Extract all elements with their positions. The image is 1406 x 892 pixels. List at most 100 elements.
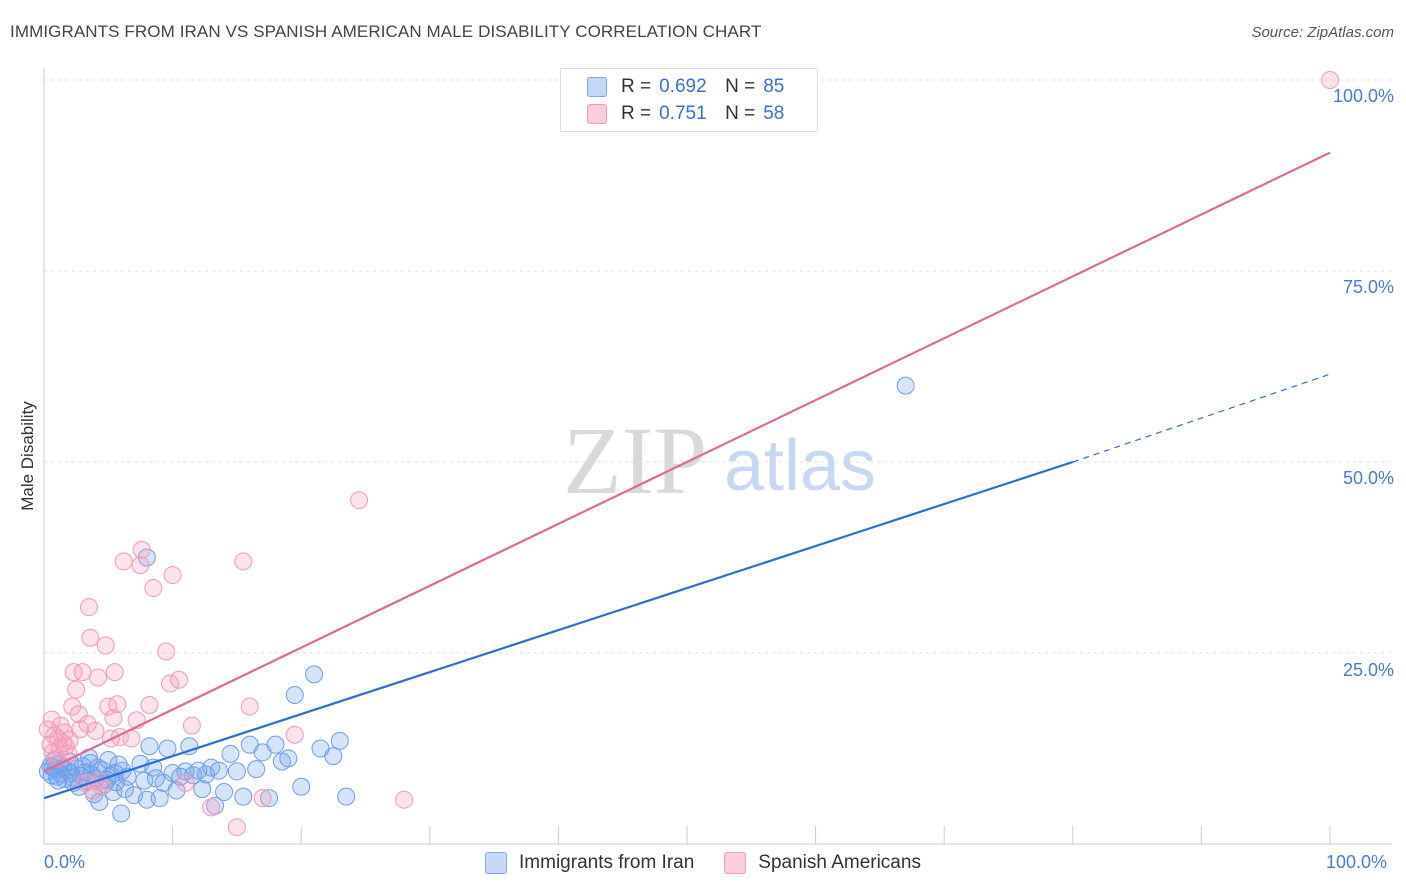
data-point <box>324 747 343 766</box>
data-point <box>253 789 272 808</box>
legend-n-value: 58 <box>763 103 785 124</box>
series-swatch-spanish <box>724 852 747 874</box>
legend: R = 0.692 N = 85 R = 0.751 N = 58 <box>560 68 818 132</box>
axes <box>43 68 1392 845</box>
data-point <box>337 787 356 806</box>
data-point <box>395 790 414 809</box>
legend-row-spanish: R = 0.751 N = 58 <box>587 101 784 127</box>
source-label: Source: ZipAtlas.com <box>1251 24 1394 41</box>
trend-line-iran-extension <box>1072 373 1331 463</box>
data-point <box>78 715 97 734</box>
data-point <box>182 716 201 735</box>
data-point <box>221 744 240 763</box>
data-point <box>180 737 199 756</box>
data-point <box>140 737 159 756</box>
y-tick-label-100: 100.0% <box>1332 86 1394 106</box>
legend-n-value: 85 <box>763 76 785 97</box>
data-point <box>176 773 195 792</box>
data-point <box>132 540 151 559</box>
trend-line-iran <box>43 460 1074 800</box>
legend-r-label: R = <box>621 103 652 124</box>
data-point <box>202 798 221 817</box>
data-point <box>240 697 259 716</box>
series-legend: Immigrants from Iran Spanish Americans <box>0 852 1406 874</box>
data-point <box>131 556 150 575</box>
data-point <box>112 804 131 823</box>
data-point <box>69 705 88 724</box>
data-point <box>305 665 324 684</box>
data-point <box>279 749 298 768</box>
series-name-iran: Immigrants from Iran <box>519 852 695 873</box>
data-point <box>227 818 246 837</box>
data-point <box>80 598 99 617</box>
data-point <box>105 663 124 682</box>
data-point <box>89 668 108 687</box>
data-point <box>64 663 83 682</box>
data-point <box>81 628 100 647</box>
legend-swatch-spanish <box>587 104 607 124</box>
data-point <box>171 767 190 786</box>
legend-r-value: 0.692 <box>659 76 707 97</box>
data-point <box>227 762 246 781</box>
watermark-atlas: atlas <box>724 426 876 506</box>
data-point <box>247 760 266 779</box>
data-point <box>157 642 176 661</box>
data-point <box>285 725 304 744</box>
data-point <box>108 695 127 714</box>
x-tick-label-0: 0.0% <box>44 852 86 872</box>
data-point <box>67 680 86 699</box>
legend-row-iran: R = 0.692 N = 85 <box>587 74 784 100</box>
series-name-spanish: Spanish Americans <box>758 852 921 873</box>
data-point <box>167 781 186 800</box>
data-point <box>896 376 915 395</box>
data-point <box>125 786 144 805</box>
data-point <box>63 697 82 716</box>
data-point <box>81 754 100 773</box>
legend-n-label: N = <box>725 76 756 97</box>
series-legend-iran[interactable]: Immigrants from Iran <box>485 852 694 874</box>
data-point <box>114 552 133 571</box>
legend-r-value: 0.751 <box>659 103 707 124</box>
chart-title: IMMIGRANTS FROM IRAN VS SPANISH AMERICAN… <box>10 22 762 41</box>
data-point <box>96 636 115 655</box>
data-point <box>99 750 118 769</box>
series-legend-spanish[interactable]: Spanish Americans <box>724 852 921 874</box>
data-point <box>73 663 92 682</box>
legend-r-label: R = <box>621 76 652 97</box>
legend-swatch-iran <box>587 77 607 97</box>
data-point <box>193 779 212 798</box>
legend-n-label: N = <box>725 103 756 124</box>
data-point <box>90 772 109 791</box>
data-point <box>90 792 109 811</box>
data-point <box>1321 71 1339 89</box>
data-point <box>285 686 304 705</box>
data-point <box>266 735 285 754</box>
data-point <box>163 566 182 585</box>
series-swatch-iran <box>485 852 508 874</box>
data-point <box>42 710 61 729</box>
trend-lines <box>43 151 1331 800</box>
data-point <box>234 552 253 571</box>
x-tick-label-100: 100.0% <box>1326 852 1388 872</box>
data-point <box>135 771 154 790</box>
data-point <box>104 708 123 727</box>
y-tick-label-75: 75.0% <box>1342 277 1394 297</box>
y-tick-label-50: 50.0% <box>1342 468 1394 488</box>
data-point <box>150 789 169 808</box>
watermark-zip: ZIP <box>563 407 707 514</box>
data-point <box>215 783 234 802</box>
data-point <box>49 771 68 790</box>
data-point <box>170 670 189 689</box>
data-point <box>86 721 105 740</box>
data-point <box>140 695 159 714</box>
data-point <box>234 787 253 806</box>
data-point <box>292 777 311 796</box>
y-tick-label-25: 25.0% <box>1342 660 1394 680</box>
data-point <box>209 761 228 780</box>
data-point <box>161 674 180 693</box>
data-point <box>158 739 177 758</box>
data-point <box>350 491 369 510</box>
series-spanish-points <box>38 71 1339 837</box>
trend-line-spanish <box>43 151 1331 773</box>
